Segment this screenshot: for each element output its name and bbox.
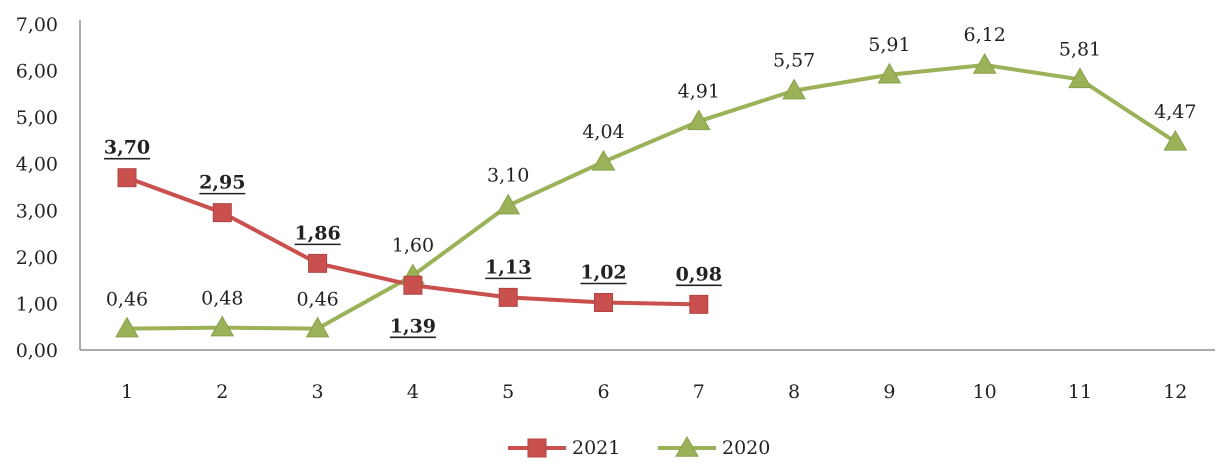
data-label-2021: 1,39 — [390, 315, 436, 337]
x-tick-label: 7 — [693, 381, 705, 403]
data-point-marker-triangle — [115, 316, 139, 338]
data-point-marker-square — [527, 438, 547, 458]
x-tick-label: 3 — [312, 381, 324, 403]
data-label-2021: 3,70 — [104, 137, 150, 159]
x-tick-label: 10 — [973, 381, 997, 403]
y-tick-label: 0,00 — [16, 340, 58, 362]
legend-marker-2021 — [527, 438, 547, 458]
data-point-marker-triangle — [877, 62, 902, 84]
data-label-2020: 5,91 — [868, 34, 910, 56]
data-point-marker-triangle — [591, 149, 616, 171]
data-label-2020: 5,57 — [773, 50, 815, 72]
legend-marker-2020 — [675, 435, 699, 457]
data-point-marker-triangle — [210, 315, 235, 337]
data-point-marker-square — [403, 275, 423, 295]
data-point-marker-square — [308, 253, 328, 273]
data-label-2020: 4,47 — [1154, 101, 1196, 123]
data-point-marker-square — [117, 168, 137, 188]
y-tick-label: 1,00 — [16, 293, 58, 315]
data-point-marker-triangle — [1163, 129, 1188, 151]
data-label-2020: 3,10 — [487, 165, 529, 187]
legend-label: 2021 — [572, 437, 620, 459]
x-tick-label: 1 — [121, 381, 133, 403]
y-tick-label: 2,00 — [16, 247, 58, 269]
data-label-2020: 0,48 — [201, 288, 243, 310]
x-tick-label: 5 — [502, 381, 514, 403]
y-tick-label: 4,00 — [16, 154, 58, 176]
data-label-2021: 1,13 — [485, 256, 531, 278]
y-tick-label: 5,00 — [16, 107, 58, 129]
data-label-2020: 0,46 — [296, 289, 338, 311]
x-tick-label: 11 — [1068, 381, 1092, 403]
data-label-2020: 4,91 — [678, 80, 720, 102]
data-label-2020: 0,46 — [106, 289, 148, 311]
data-label-2020: 5,81 — [1059, 38, 1101, 60]
data-point-marker-square — [498, 287, 518, 307]
data-point-marker-triangle — [782, 78, 806, 100]
data-label-2021: 1,86 — [294, 222, 340, 244]
data-point-marker-triangle — [496, 193, 521, 215]
data-label-2021: 0,98 — [676, 263, 722, 285]
data-label-2020: 6,12 — [964, 24, 1006, 46]
data-point-marker-triangle — [305, 316, 330, 338]
x-tick-label: 4 — [407, 381, 419, 403]
x-tick-label: 8 — [788, 381, 800, 403]
data-point-marker-square — [689, 294, 709, 314]
x-tick-label: 9 — [883, 381, 895, 403]
legend-label: 2020 — [722, 437, 770, 459]
data-point-marker-triangle — [972, 52, 997, 74]
data-label-2020: 4,04 — [582, 121, 624, 143]
data-point-marker-square — [594, 292, 613, 312]
data-point-marker-triangle — [1068, 67, 1092, 89]
data-label-2021: 2,95 — [199, 172, 245, 194]
series-line-2020 — [126, 62, 1177, 331]
data-label-2020: 1,60 — [392, 234, 434, 256]
y-tick-label: 3,00 — [16, 200, 58, 222]
data-label-2021: 1,02 — [580, 261, 626, 283]
x-tick-label: 6 — [597, 381, 609, 403]
x-tick-label: 12 — [1163, 381, 1187, 403]
y-tick-label: 6,00 — [16, 61, 58, 83]
data-point-marker-triangle — [675, 435, 699, 457]
data-point-marker-square — [212, 203, 232, 223]
y-tick-label: 7,00 — [16, 14, 58, 36]
data-point-marker-triangle — [686, 109, 711, 131]
x-tick-label: 2 — [216, 381, 228, 403]
